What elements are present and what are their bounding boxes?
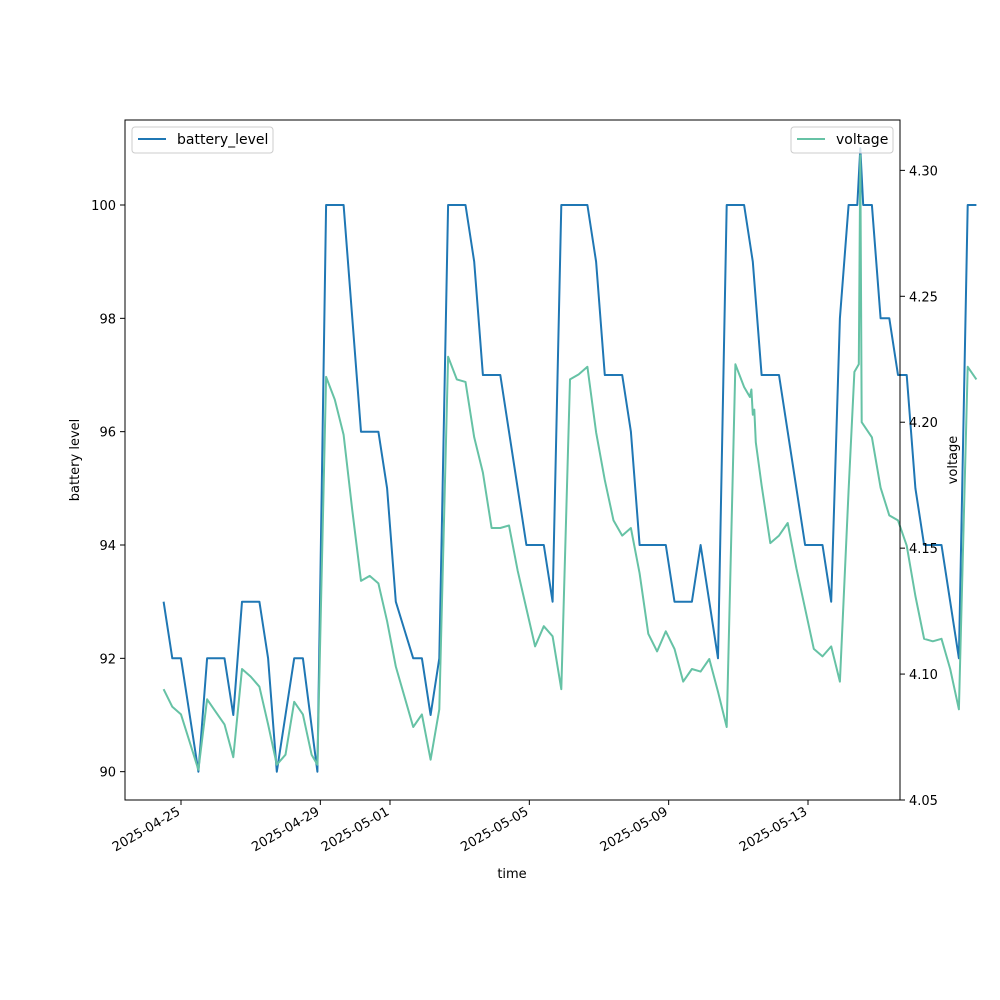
left-y-axis-title: battery level: [68, 419, 83, 502]
series-line-voltage: [162, 154, 978, 771]
right-y-tick-label: 4.25: [909, 290, 938, 305]
legend-voltage: voltage: [790, 126, 894, 154]
plot-frame: [124, 119, 901, 801]
legend-label-battery-level: battery_level: [177, 132, 268, 148]
legend-label-voltage: voltage: [836, 132, 888, 148]
left-y-tick-label: 98: [99, 312, 116, 327]
series-layer: [162, 147, 978, 773]
right-y-tick-label: 4.15: [909, 542, 938, 557]
right-y-tick-label: 4.30: [909, 164, 938, 179]
series-line-battery-level: [162, 147, 977, 773]
legend-box: [790, 126, 894, 154]
right-y-tick-label: 4.20: [909, 416, 938, 431]
left-y-tick-label: 94: [99, 539, 116, 554]
left-y-tick-label: 90: [99, 766, 116, 781]
x-axis-title: time: [497, 867, 526, 882]
left-y-tick-label: 96: [99, 426, 116, 441]
right-y-axis-title: voltage: [946, 436, 961, 485]
legend-box: [131, 126, 274, 154]
left-y-tick-label: 92: [99, 652, 116, 667]
right-y-tick-label: 4.10: [909, 668, 938, 683]
legend-battery-level: battery_level: [131, 126, 274, 154]
right-y-tick-label: 4.05: [909, 794, 938, 809]
left-y-tick-label: 100: [91, 199, 116, 214]
